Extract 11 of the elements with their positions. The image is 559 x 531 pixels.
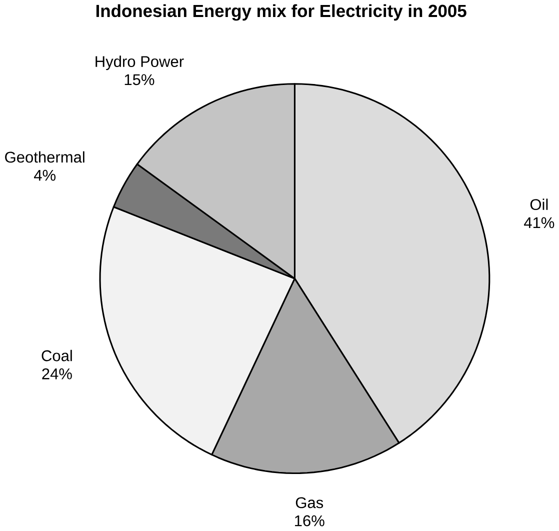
data-label: 16%	[295, 516, 324, 526]
slice-label: Geothermal	[5, 151, 84, 163]
chart-title: Indonesian Energy mix for Electricity in 2005	[96, 4, 466, 21]
slice-label: Oil	[530, 198, 548, 210]
data-label: 4%	[34, 170, 56, 181]
data-label: 24%	[42, 368, 72, 380]
slice-label: Hydro Power	[96, 56, 184, 70]
data-label: 41%	[524, 217, 554, 228]
slice-label: Coal	[42, 350, 72, 362]
slice-label: Gas	[296, 497, 324, 508]
data-label: 15%	[124, 74, 154, 86]
